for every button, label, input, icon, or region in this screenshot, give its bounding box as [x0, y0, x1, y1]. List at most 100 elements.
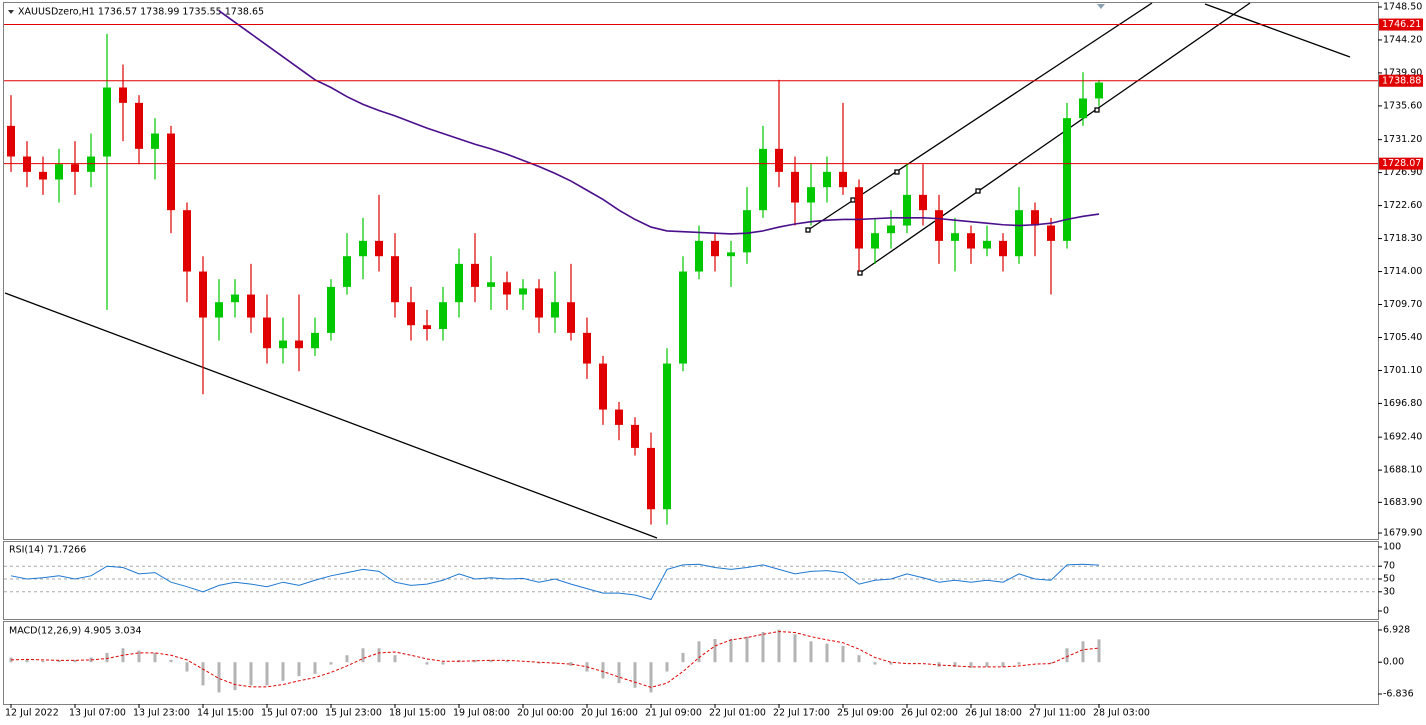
candle-body: [823, 171, 831, 188]
price-title: XAUUSDzero,H1 1736.57 1738.99 1735.55 17…: [18, 7, 264, 18]
candle-body: [71, 164, 79, 172]
y-tick-label: 1709.70: [1383, 299, 1422, 310]
anchor: [857, 270, 863, 276]
candle-body: [663, 363, 671, 510]
macd-bar: [345, 655, 349, 663]
candle-body: [743, 210, 751, 253]
candle-body: [199, 271, 207, 318]
candle-body: [999, 240, 1007, 257]
anchor: [975, 188, 981, 194]
y-tick-label: 6.928: [1383, 625, 1410, 636]
x-tick-label: 28 Jul 03:00: [1093, 708, 1150, 719]
macd-bar: [857, 655, 861, 663]
macd-bar: [41, 660, 45, 663]
candle-body: [263, 317, 271, 349]
y-tick-label: 1726.90: [1383, 167, 1422, 178]
candle-body: [1063, 118, 1071, 241]
y-tick-label: 70: [1383, 561, 1395, 572]
candle-body: [1031, 210, 1039, 226]
x-tick-label: 13 Jul 07:00: [69, 708, 126, 719]
macd-bar: [697, 641, 701, 663]
candle-body: [359, 240, 367, 257]
macd-bar: [313, 662, 317, 674]
candle-body: [391, 256, 399, 303]
macd-bar: [1017, 662, 1021, 665]
y-tick-label: 1714.00: [1383, 266, 1422, 277]
macd-bar: [633, 662, 637, 688]
candle-body: [487, 282, 495, 287]
y-tick-label: -6.836: [1383, 688, 1414, 699]
x-tick-label: 27 Jul 11:00: [1029, 708, 1086, 719]
macd-bar: [761, 631, 765, 663]
macd-bar: [153, 652, 157, 663]
shift-marker: [1097, 4, 1105, 9]
y-tick-label: 1679.90: [1383, 528, 1422, 539]
macd-bar: [617, 662, 621, 684]
macd-bar: [249, 662, 253, 686]
level-tag: [1379, 74, 1423, 87]
macd-bar: [1065, 648, 1069, 663]
macd-bar: [281, 662, 285, 681]
macd-bar: [1097, 639, 1101, 663]
candle-body: [871, 233, 879, 249]
x-tick-label: 15 Jul 07:00: [261, 708, 318, 719]
macd-bar: [201, 662, 205, 686]
candle-body: [711, 240, 719, 257]
y-tick-label: 30: [1383, 586, 1395, 597]
moving-average: [218, 10, 1100, 235]
macd-bar: [233, 662, 237, 691]
macd-bar: [425, 662, 429, 665]
x-tick-label: 12 Jul 2022: [5, 708, 59, 719]
candle-body: [423, 325, 431, 330]
candle-body: [39, 171, 47, 180]
level-label: 1738.88: [1382, 75, 1421, 86]
candle-body: [135, 102, 143, 149]
macd-bar: [361, 648, 365, 663]
y-tick-label: 1722.60: [1383, 200, 1422, 211]
candle-body: [327, 286, 335, 333]
x-tick-label: 22 Jul 17:00: [773, 708, 830, 719]
candle-body: [887, 225, 895, 234]
macd-bar: [9, 657, 13, 663]
candle-body: [311, 332, 319, 349]
price-panel: [3, 2, 1379, 540]
candle-body: [967, 233, 975, 249]
y-tick-label: 1688.10: [1383, 465, 1422, 476]
level-label: 1728.07: [1382, 158, 1421, 169]
trend-line: [1204, 3, 1351, 58]
candle-body: [103, 87, 111, 157]
y-tick-label: 1718.30: [1383, 233, 1422, 244]
macd-bar: [665, 662, 669, 672]
anchor: [805, 227, 811, 233]
candle-body: [23, 156, 31, 172]
macd-bar: [137, 650, 141, 663]
macd-bar: [441, 662, 445, 665]
candle-body: [615, 409, 623, 425]
macd-bar: [329, 662, 333, 665]
macd-bar: [793, 634, 797, 663]
macd-bar: [729, 638, 733, 663]
candle-body: [343, 256, 351, 287]
macd-bar: [1081, 641, 1085, 663]
macd-bar: [105, 652, 109, 663]
macd-bar: [681, 652, 685, 663]
trend-line: [859, 2, 1251, 274]
x-tick-label: 18 Jul 15:00: [389, 708, 446, 719]
candle-body: [167, 133, 175, 211]
macd-bar: [825, 643, 829, 663]
macd-bar: [713, 638, 717, 663]
trend-lines: [4, 2, 1351, 539]
candle-body: [1047, 225, 1055, 241]
candle-body: [679, 271, 687, 364]
y-tick-label: 1744.20: [1383, 34, 1422, 45]
y-tick-label: 1701.10: [1383, 365, 1422, 376]
y-tick-label: 1739.90: [1383, 67, 1422, 78]
candle-body: [1079, 98, 1087, 119]
level-tag: [1379, 157, 1423, 170]
macd-bar: [553, 662, 557, 664]
trend-line: [807, 2, 1153, 231]
y-tick-label: 0.00: [1383, 657, 1404, 668]
candle-body: [231, 294, 239, 303]
